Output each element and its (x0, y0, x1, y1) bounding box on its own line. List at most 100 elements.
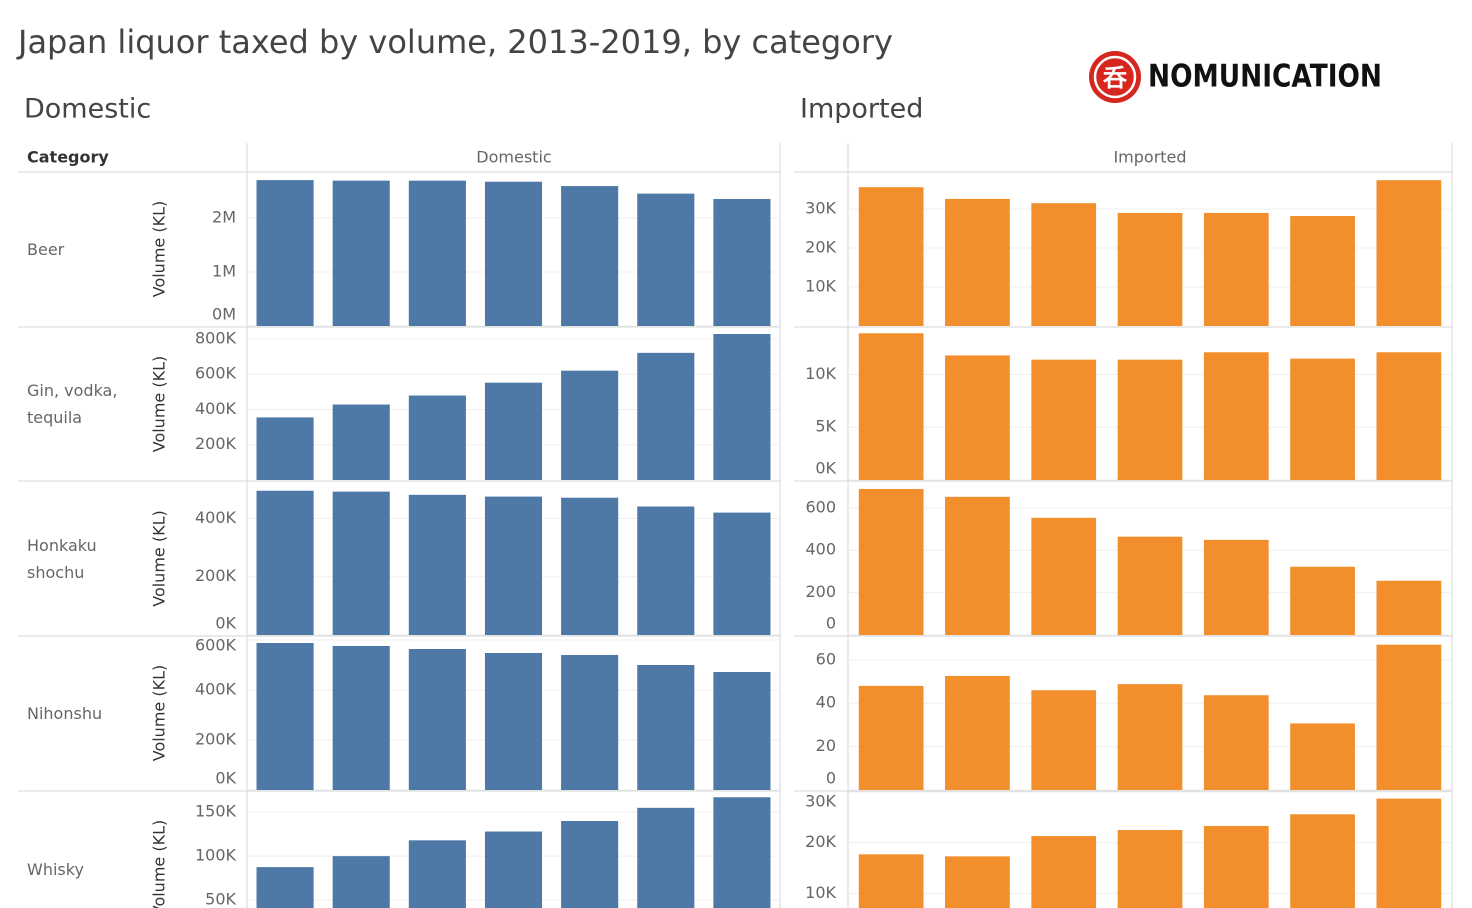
bar (945, 675, 1010, 790)
bar (858, 488, 924, 635)
bar (713, 672, 771, 790)
y-tick-label: 0K (215, 614, 236, 633)
bar (256, 643, 314, 790)
y-tick-label: 100K (195, 846, 237, 865)
bar (484, 653, 543, 790)
column-header: Imported (1113, 148, 1186, 167)
row-label: Honkaku shochu (27, 535, 97, 582)
bar (1031, 203, 1097, 326)
y-tick-label: 10K (805, 883, 836, 902)
y-tick-label: 0K (815, 459, 836, 478)
y-tick-label: 0M (212, 305, 236, 324)
bar (945, 198, 1010, 326)
y-tick-label: 400K (195, 508, 237, 527)
y-tick-label: 200 (805, 582, 836, 601)
bar (858, 854, 924, 908)
bar (1290, 358, 1355, 480)
bar (1031, 836, 1097, 908)
bar (408, 840, 466, 908)
bar (484, 831, 543, 908)
bar (1203, 695, 1269, 790)
y-tick-label: 40 (816, 693, 836, 712)
bar (561, 186, 619, 326)
logo-text: NOMUNICATION (1148, 59, 1382, 95)
bar (256, 490, 314, 635)
logo-circle (1089, 51, 1141, 103)
y-tick-label: 20K (805, 832, 836, 851)
bar (332, 491, 390, 635)
logo: 呑 NOMUNICATION (1089, 51, 1382, 103)
y-tick-label: 200K (195, 434, 237, 453)
y-tick-label: 30K (805, 199, 836, 218)
bar (1290, 216, 1355, 326)
y-tick-label: 600 (805, 497, 836, 516)
bar (637, 352, 695, 480)
bar (484, 496, 543, 635)
logo-mark: 呑 (1102, 64, 1128, 92)
y-tick-label: 0 (826, 769, 836, 788)
bar (1117, 684, 1183, 790)
bar (332, 856, 390, 908)
bar (858, 187, 924, 326)
y-tick-label: 600K (195, 364, 237, 383)
y-tick-label: 400K (195, 399, 237, 418)
bar (637, 506, 695, 635)
bar (561, 655, 619, 790)
y-tick-label: 20K (805, 238, 836, 257)
y-tick-label: 800K (195, 328, 237, 347)
y-tick-label: 200K (195, 730, 237, 749)
bar (1376, 798, 1442, 908)
bar (561, 370, 619, 480)
bar (945, 856, 1010, 908)
bar (561, 820, 619, 908)
bar (408, 180, 466, 326)
y-axis-label: Volume (KL) (150, 356, 169, 452)
logo-ring (1093, 55, 1137, 99)
bar (858, 685, 924, 790)
row-label: Whisky (27, 859, 84, 879)
y-axis-label: Volume (KL) (150, 510, 169, 606)
y-axis-label: Volume (KL) (150, 820, 169, 908)
bar (256, 180, 314, 326)
bar (1031, 359, 1097, 480)
bar (1117, 536, 1183, 635)
y-tick-label: 200K (195, 566, 237, 585)
bar (484, 382, 543, 480)
bar (1376, 180, 1442, 326)
row-label: Gin, vodka, tequila (27, 381, 118, 427)
bar (1203, 825, 1269, 908)
bar (713, 333, 771, 480)
bar (637, 665, 695, 790)
bar (637, 193, 695, 326)
frame (18, 143, 1453, 908)
bar (408, 649, 466, 790)
row-label: Beer (27, 239, 65, 259)
y-tick-label: 30K (805, 792, 836, 811)
bar (484, 181, 543, 326)
y-tick-label: 400 (805, 540, 836, 559)
y-tick-label: 600K (195, 636, 237, 655)
bar (1290, 566, 1355, 635)
row-label: Nihonshu (27, 703, 103, 723)
bar (1290, 814, 1355, 908)
y-axis-label: Volume (KL) (150, 201, 169, 297)
y-tick-label: 400K (195, 680, 237, 699)
bar (1376, 580, 1442, 635)
category-header: Category (27, 148, 109, 167)
bar (408, 494, 466, 635)
section-title: Imported (800, 94, 923, 125)
bar (1031, 690, 1097, 790)
bar (256, 417, 314, 480)
bar (945, 496, 1010, 635)
bar (945, 355, 1010, 480)
bar (713, 797, 771, 908)
bar (1203, 539, 1269, 635)
bar (1117, 359, 1183, 480)
bar (1290, 723, 1355, 790)
title: Japan liquor taxed by volume, 2013-2019,… (16, 23, 893, 61)
bar (332, 404, 390, 480)
y-tick-label: 1M (212, 261, 236, 280)
y-axis-label: Volume (KL) (150, 665, 169, 761)
